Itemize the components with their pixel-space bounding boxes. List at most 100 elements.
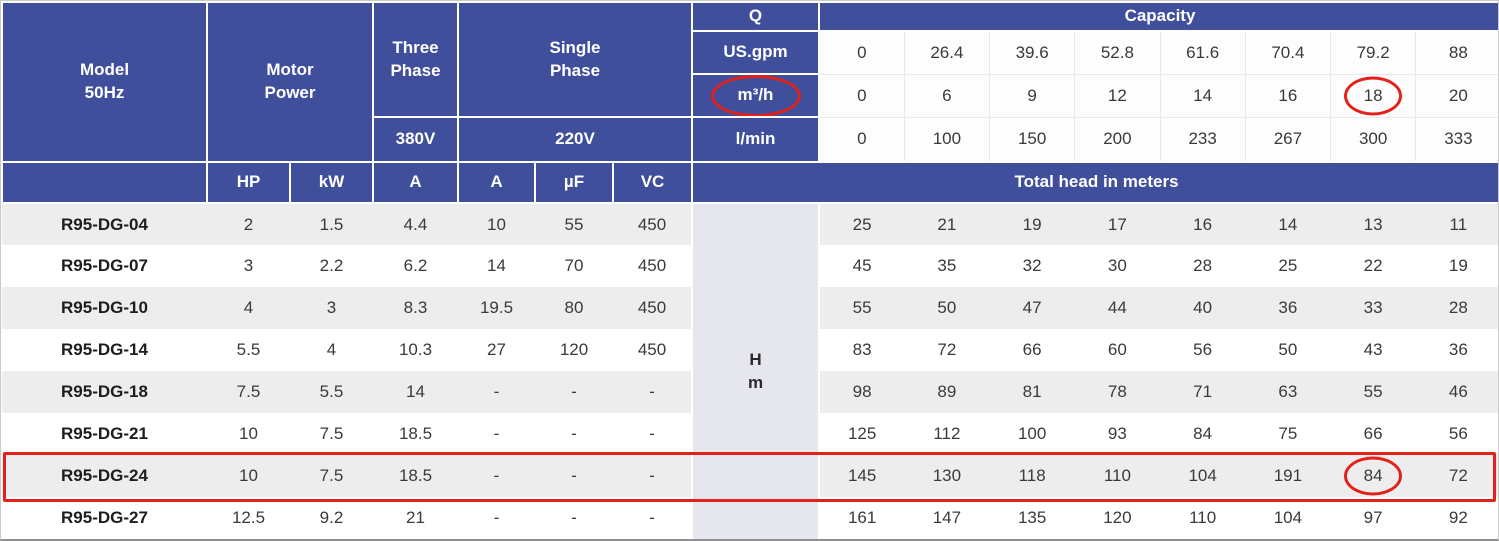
head-value-cell: 93 [1107,424,1127,443]
head-value-cell: 33 [1363,298,1383,317]
spec-value-cell: 12.5 [231,508,266,527]
spec-value-cell: 450 [637,340,667,359]
capacity-value-cell: 52.8 [1074,30,1161,75]
spec-value-cell: - [493,424,500,443]
spec-value-cell: 10 [487,214,506,234]
head-value-cell: 17 [1107,214,1127,234]
capacity-value-cell: 26.4 [903,30,991,75]
head-value-cell: 45 [852,256,872,275]
spec-value-cell: 21 [406,508,425,527]
head-value-cell: 14 [1278,214,1298,234]
spec-value-cell: - [571,466,577,485]
spec-value-cell: 450 [637,298,667,317]
head-value-cell: 11 [1449,214,1468,234]
capacity-value-cell: 18 [1329,73,1417,118]
head-value-cell: 145 [847,466,877,485]
capacity-value-cell: 61.6 [1159,30,1246,75]
spec-value-cell: 19.5 [479,298,514,317]
spec-value-cell: 2 [243,214,254,234]
capacity-value-cell: 70.4 [1244,30,1332,75]
head-value-cell: 98 [852,382,872,401]
spec-value-cell: 7.5 [319,466,344,485]
motor-power-label: Motor Power [264,60,316,102]
capacity-value-cell: 300 [1329,116,1417,163]
unit-label-usgpm: US.gpm [691,30,820,75]
capacity-value-cell: 150 [988,116,1076,163]
capacity-value-cell: 267 [1244,116,1332,163]
head-value-cell: 32 [1022,256,1042,275]
head-value-cell: 66 [1363,424,1383,443]
capacity-value-cell: 0 [818,30,905,75]
head-value-cell: 40 [1193,298,1213,317]
header-row-lmin: 380V 220V l/min 0 100 150 200 233 267 300 333 [2,116,1498,163]
capacity-value-cell: 100 [903,116,991,163]
head-value-cell: 19 [1022,214,1042,234]
spec-value-cell: 14 [487,256,506,275]
model-header-cell: Model 50Hz [1,1,208,163]
spec-value-cell: 18.5 [398,424,433,443]
spec-value-cell: - [649,466,655,485]
head-value-cell: 84 [1193,424,1213,443]
spec-value-cell: 450 [637,256,667,275]
unit-amp-380v-cell: A [372,161,459,204]
motor-power-header-cell: Motor Power [206,1,374,163]
head-value-cell: 28 [1448,298,1468,317]
head-value-cell: 161 [847,508,877,527]
unit-uf-cell: µF [534,161,614,204]
three-phase-label: Three Phase [390,37,441,80]
unit-kw-cell: kW [289,161,374,204]
model-header-label: Model [79,60,130,80]
model-name-cell: R95-DG-10 [61,298,148,317]
capacity-value-cell: 12 [1074,73,1161,118]
head-value-cell: 130 [932,466,962,485]
head-symbol: H [749,349,762,369]
spec-value-cell: 27 [487,340,506,359]
model-name-cell: R95-DG-21 [61,424,148,443]
capacity-value-cell: 88 [1415,30,1498,75]
head-value-cell: 112 [933,424,961,443]
model-header-frequency: 50Hz [84,83,125,102]
spec-value-cell: 5.5 [236,340,261,359]
spec-value-cell: 450 [637,214,667,234]
capacity-value-cell: 9 [988,73,1076,118]
spec-value-cell: 6.2 [403,256,428,275]
head-value-cell: 97 [1363,508,1383,527]
header-row-usgpm: US.gpm 0 26.4 39.6 52.8 61.6 70.4 79.2 88 [2,30,1498,75]
capacity-value-cell: 233 [1159,116,1246,163]
capacity-value-cell: 333 [1415,116,1498,163]
head-value-cell: 191 [1273,466,1303,485]
single-phase-voltage-cell: 220V [457,116,693,163]
spec-value-cell: 4.4 [403,214,428,234]
head-value-cell: 28 [1193,256,1213,275]
three-phase-header-cell: Three Phase [372,1,459,118]
head-value-cell: 25 [1278,256,1298,275]
head-value-cell: 63 [1278,382,1298,401]
head-value-cell: 30 [1107,256,1127,275]
head-value-cell: 83 [852,340,872,359]
capacity-value-cell: 39.6 [988,30,1076,75]
head-value-cell: 55 [852,298,872,317]
header-row-units: HP kW A A µF VC Total head in meters [1,161,1498,204]
spec-value-cell: 3 [243,256,254,275]
spec-value-cell: 10 [239,466,258,485]
capacity-value-cell: 6 [903,73,991,118]
head-value-cell: 104 [1273,508,1303,527]
head-value-cell: 55 [1363,382,1383,401]
head-value-cell: 56 [1193,340,1213,359]
head-value-cell: 100 [1017,424,1047,443]
head-value-cell: 66 [1022,340,1042,359]
capacity-value-cell: 200 [1074,116,1161,163]
head-value-cell: 56 [1448,424,1468,443]
model-name-cell: R95-DG-04 [61,214,148,234]
spec-value-cell: - [649,382,655,401]
spec-value-cell: - [571,508,577,527]
spec-value-cell: 18.5 [398,466,433,485]
head-value-cell: 47 [1022,298,1042,317]
single-phase-label: Single Phase [549,37,601,80]
head-value-cell: 36 [1278,298,1298,317]
capacity-value-cell: 20 [1415,73,1498,118]
capacity-header-cell: Capacity [818,1,1498,32]
spec-value-cell: - [493,508,500,527]
